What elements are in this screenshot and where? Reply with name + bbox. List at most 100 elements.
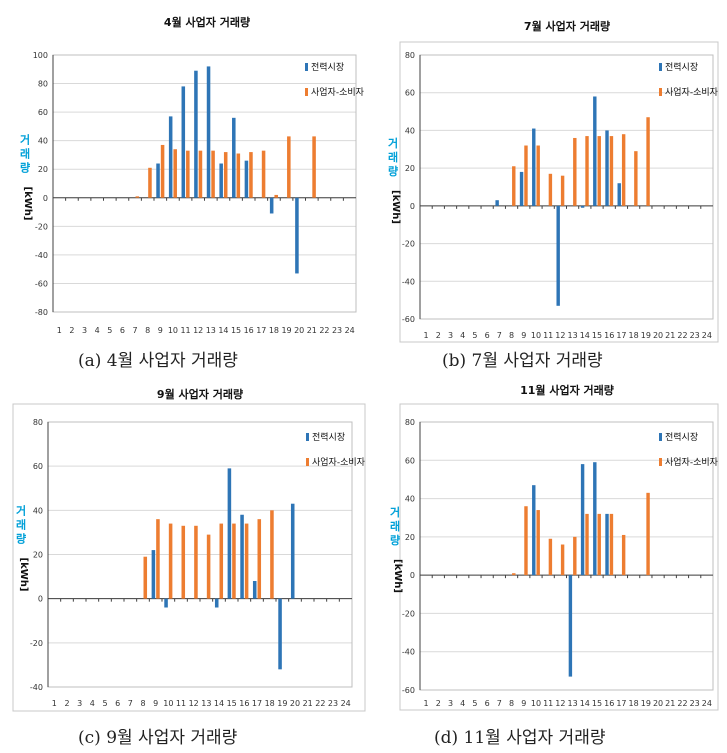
x-tick-label: 14 [580,699,590,708]
bar-consumer-12 [560,175,565,206]
x-tick-label: 12 [555,331,565,340]
y-tick-label: -40 [402,648,415,657]
legend-label: 사업자-소비자 [311,87,365,98]
bar-market-9 [156,163,160,198]
y-tick-label: 60 [33,462,43,471]
y-tick-label: 20 [405,533,415,542]
bar-consumer-13 [211,150,215,198]
bar-consumer-11 [181,525,186,599]
x-tick-label: 21 [665,331,675,340]
bar-market-12 [194,70,198,198]
bar-consumer-13 [573,137,577,206]
y-tick-label: -60 [402,315,415,324]
bar-consumer-21 [312,136,316,198]
bar-consumer-8 [143,556,148,599]
x-tick-label: 6 [115,699,120,708]
bar-market-16 [605,513,609,576]
bar-consumer-10 [168,523,173,599]
y-tick-label: -40 [30,683,43,692]
x-tick-label: 21 [303,699,313,708]
bar-consumer-17 [257,519,262,599]
bar-market-18 [269,197,274,214]
x-tick-label: 22 [677,699,687,708]
x-tick-label: 9 [153,699,158,708]
bar-market-17 [252,581,257,599]
x-tick-label: 8 [140,699,145,708]
chart-panel-september: 9월 사업자 거래량 -40 -20 0 20 40 60 80 1 2 3 4 5 6 7 8 9 10 11 12… [0,380,366,753]
x-tick-label: 7 [497,699,502,708]
y-tick-label: 40 [405,495,415,504]
y-axis-unit: [kWh] [18,558,29,592]
x-tick-label: 6 [485,699,490,708]
bar-market-9 [519,171,524,206]
bar-consumer-18 [274,194,278,198]
bar-consumer-9 [524,506,528,576]
bar-market-19 [278,598,282,670]
x-tick-label: 3 [82,326,87,335]
x-tick-label: 1 [52,699,57,708]
x-tick-label: 12 [189,699,199,708]
caption-november: (d) 11월 사업자 거래량 [434,728,606,748]
x-tick-label: 1 [424,331,429,340]
x-tick-label: 21 [307,326,317,335]
bar-consumer-14 [219,523,224,599]
bar-consumer-8 [512,166,516,206]
x-tick-label: 10 [168,326,178,335]
x-tick-label: 8 [145,326,150,335]
bar-market-11 [181,86,186,198]
y-tick-label: -40 [402,277,415,286]
x-tick-label: 19 [281,326,291,335]
bar-market-15 [593,462,597,576]
x-tick-label: 4 [90,699,95,708]
y-tick-label: 80 [38,80,48,89]
legend-label: 사업자-소비자 [665,457,719,468]
x-tick-label: 11 [180,326,190,335]
x-tick-label: 16 [239,699,249,708]
bar-market-9 [151,550,156,599]
y-axis-label: 량 [20,162,30,175]
y-tick-label: -40 [35,251,48,260]
bar-consumer-11 [548,538,553,576]
x-tick-label: 16 [604,699,614,708]
bar-consumer-13 [573,536,577,576]
x-tick-label: 2 [69,326,74,335]
y-axis-label: 래 [388,150,398,164]
bar-market-14 [219,163,223,198]
x-tick-label: 24 [341,699,351,708]
legend-label: 전력시장 [665,61,698,73]
y-tick-label: 20 [405,164,415,173]
x-tick-label: 13 [201,699,211,708]
y-tick-label: 0 [410,571,415,580]
x-tick-label: 10 [531,699,541,708]
bar-market-14 [580,205,585,208]
legend-label: 사업자-소비자 [665,87,719,98]
chart-panel-april: 4월 사업자 거래량 -80 -60 -40 -20 0 20 40 60 80 100 1 2 3 4 5 6… [0,0,365,380]
x-tick-label: 3 [77,699,82,708]
x-tick-label: 22 [677,331,687,340]
legend-label: 사업자-소비자 [312,457,366,468]
x-tick-label: 5 [472,699,477,708]
bar-consumer-8 [148,167,152,198]
bar-consumer-14 [223,152,228,198]
bar-consumer-14 [585,136,589,206]
x-tick-label: 2 [436,331,441,340]
bar-consumer-16 [609,136,614,206]
y-tick-label: -20 [35,222,48,231]
y-axis-label: 량 [390,534,400,547]
bar-consumer-10 [536,145,540,206]
y-tick-label: -20 [30,639,43,648]
bar-consumer-10 [173,149,177,198]
x-tick-label: 17 [256,326,266,335]
y-tick-label: 40 [38,137,48,146]
bar-consumer-16 [249,152,253,198]
chart-title: 7월 사업자 거래량 [524,19,610,33]
bar-consumer-9 [160,144,165,198]
bar-market-7 [495,200,499,206]
x-tick-label: 5 [472,331,477,340]
chart-panel-november: 11월 사업자 거래량 -60 -40 -20 0 20 40 60 80 1 2 3 4 5 6 7 8 9 10… [364,380,727,753]
bar-consumer-12 [194,525,198,599]
y-axis-label: 거 [16,504,26,518]
